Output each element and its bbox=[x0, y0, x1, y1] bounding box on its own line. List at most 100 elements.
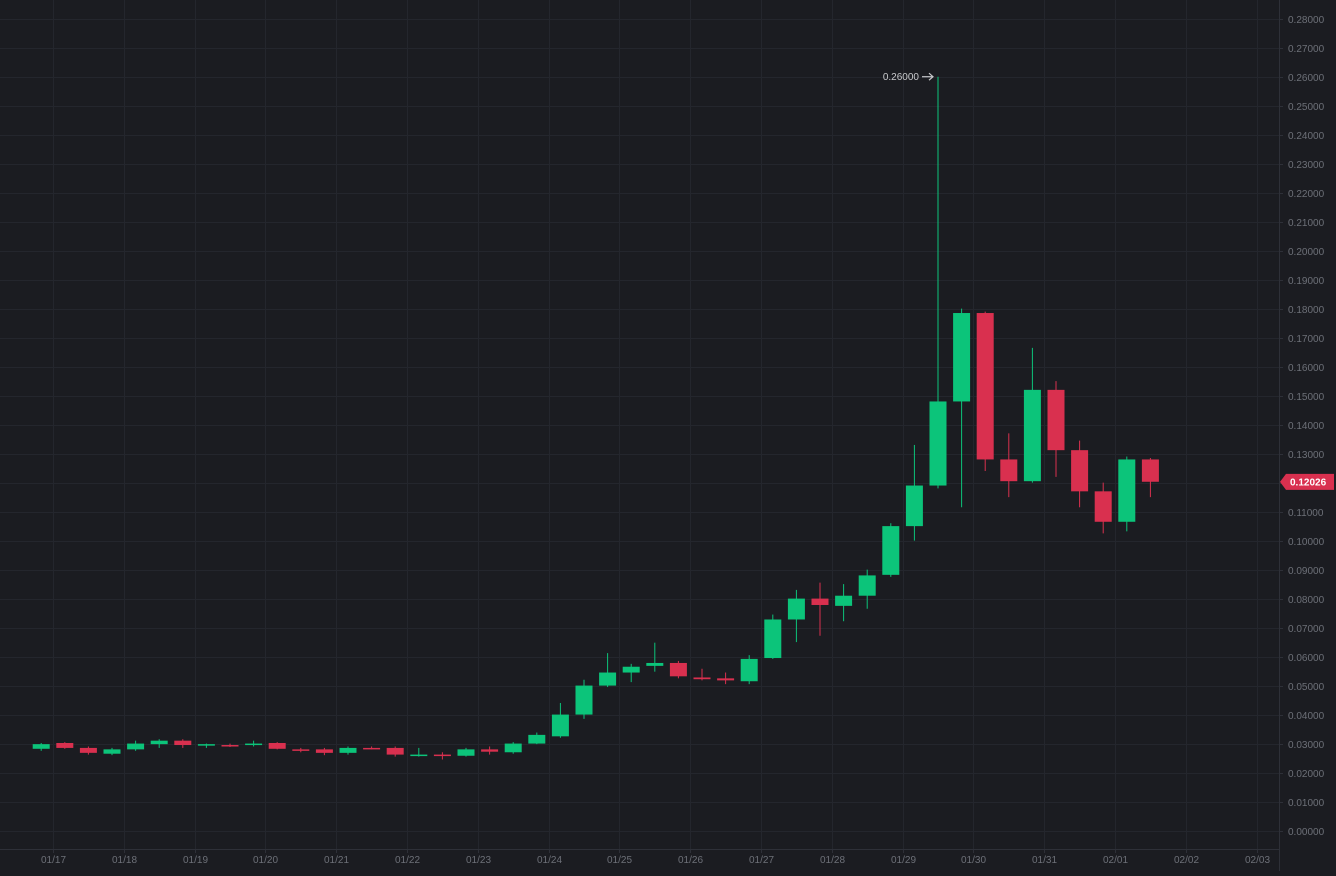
candle[interactable] bbox=[245, 740, 263, 747]
candle[interactable] bbox=[976, 311, 994, 472]
candle[interactable] bbox=[1118, 456, 1136, 532]
candle-body bbox=[646, 662, 664, 666]
candle-body bbox=[835, 595, 853, 606]
y-tick-label: 0.08000 bbox=[1288, 595, 1325, 606]
candle-body bbox=[764, 619, 782, 659]
candle[interactable] bbox=[1141, 457, 1159, 498]
candle[interactable] bbox=[433, 752, 451, 760]
candle-body bbox=[1000, 459, 1018, 482]
x-tick-label: 01/29 bbox=[891, 855, 916, 866]
candle-body bbox=[858, 575, 876, 596]
candle[interactable] bbox=[32, 742, 50, 751]
last-price-label: 0.12026 bbox=[1290, 478, 1327, 489]
candle[interactable] bbox=[764, 614, 782, 659]
x-tick-label: 01/30 bbox=[961, 855, 986, 866]
candle[interactable] bbox=[79, 746, 97, 755]
candle[interactable] bbox=[481, 746, 499, 755]
candle-body bbox=[504, 743, 522, 753]
candle[interactable] bbox=[1047, 381, 1065, 477]
candle[interactable] bbox=[669, 660, 687, 679]
candle-body bbox=[953, 313, 971, 402]
candle[interactable] bbox=[1071, 440, 1089, 508]
candle[interactable] bbox=[646, 642, 664, 672]
candle[interactable] bbox=[787, 589, 805, 643]
candle[interactable] bbox=[882, 523, 900, 577]
candle-body bbox=[551, 714, 569, 737]
candle-body bbox=[363, 747, 381, 750]
candle-body bbox=[882, 526, 900, 575]
candle[interactable] bbox=[953, 308, 971, 508]
candle[interactable] bbox=[504, 742, 522, 754]
candle-body bbox=[1141, 459, 1159, 482]
candle[interactable] bbox=[386, 746, 404, 757]
x-tick-label: 02/01 bbox=[1103, 855, 1128, 866]
candle[interactable] bbox=[197, 743, 215, 748]
candle[interactable] bbox=[551, 702, 569, 738]
candle-body bbox=[1047, 389, 1065, 451]
candle[interactable] bbox=[929, 76, 947, 489]
candle[interactable] bbox=[410, 747, 428, 757]
x-tick-label: 01/24 bbox=[537, 855, 562, 866]
candle-body bbox=[127, 743, 145, 750]
candle-body bbox=[787, 598, 805, 620]
x-tick-label: 01/19 bbox=[183, 855, 208, 866]
y-tick-label: 0.28000 bbox=[1288, 15, 1325, 26]
y-tick-label: 0.23000 bbox=[1288, 160, 1325, 171]
candle[interactable] bbox=[811, 582, 829, 636]
high-label: 0.26000 bbox=[883, 72, 920, 83]
candle[interactable] bbox=[740, 655, 758, 685]
candle-body bbox=[197, 744, 215, 746]
candle[interactable] bbox=[127, 740, 145, 751]
y-tick-label: 0.06000 bbox=[1288, 653, 1325, 664]
candle-body bbox=[717, 678, 735, 681]
candle-body bbox=[811, 598, 829, 605]
candle-body bbox=[386, 747, 404, 755]
candle[interactable] bbox=[221, 743, 239, 748]
candle-body bbox=[622, 666, 640, 673]
candle-body bbox=[1071, 450, 1089, 492]
y-tick-label: 0.14000 bbox=[1288, 421, 1325, 432]
candle-body bbox=[268, 742, 286, 749]
candle[interactable] bbox=[905, 444, 923, 541]
candle-body bbox=[221, 745, 239, 747]
candle[interactable] bbox=[528, 732, 546, 745]
candle-body bbox=[103, 749, 121, 754]
candle[interactable] bbox=[150, 739, 168, 748]
candle[interactable] bbox=[693, 668, 711, 681]
candle[interactable] bbox=[1023, 347, 1041, 483]
candle-layer bbox=[32, 76, 1159, 760]
candle[interactable] bbox=[103, 747, 121, 756]
y-tick-label: 0.00000 bbox=[1288, 827, 1325, 838]
candle[interactable] bbox=[174, 739, 192, 748]
x-tick-label: 02/03 bbox=[1245, 855, 1270, 866]
candle[interactable] bbox=[457, 747, 475, 757]
x-tick-label: 01/26 bbox=[678, 855, 703, 866]
candle[interactable] bbox=[1094, 482, 1112, 534]
candle[interactable] bbox=[858, 569, 876, 609]
candle-body bbox=[79, 747, 97, 753]
candle[interactable] bbox=[315, 747, 333, 756]
candle-body bbox=[292, 749, 310, 751]
last-price-badge bbox=[1280, 473, 1334, 490]
x-tick-label: 01/22 bbox=[395, 855, 420, 866]
y-tick-label: 0.19000 bbox=[1288, 276, 1325, 287]
candle-body bbox=[905, 485, 923, 527]
candle[interactable] bbox=[56, 742, 74, 749]
candle[interactable] bbox=[622, 663, 640, 683]
y-tick-label: 0.25000 bbox=[1288, 102, 1325, 113]
candle-body bbox=[1023, 389, 1041, 482]
candle[interactable] bbox=[1000, 433, 1018, 498]
candle[interactable] bbox=[575, 679, 593, 719]
candle[interactable] bbox=[717, 672, 735, 685]
candle[interactable] bbox=[292, 747, 310, 753]
candle[interactable] bbox=[599, 653, 617, 688]
candle[interactable] bbox=[268, 742, 286, 750]
candle[interactable] bbox=[339, 746, 357, 755]
candle[interactable] bbox=[363, 746, 381, 750]
x-tick-label: 02/02 bbox=[1174, 855, 1199, 866]
candle[interactable] bbox=[835, 584, 853, 622]
candle-body bbox=[599, 672, 617, 686]
candle-body bbox=[150, 740, 168, 745]
